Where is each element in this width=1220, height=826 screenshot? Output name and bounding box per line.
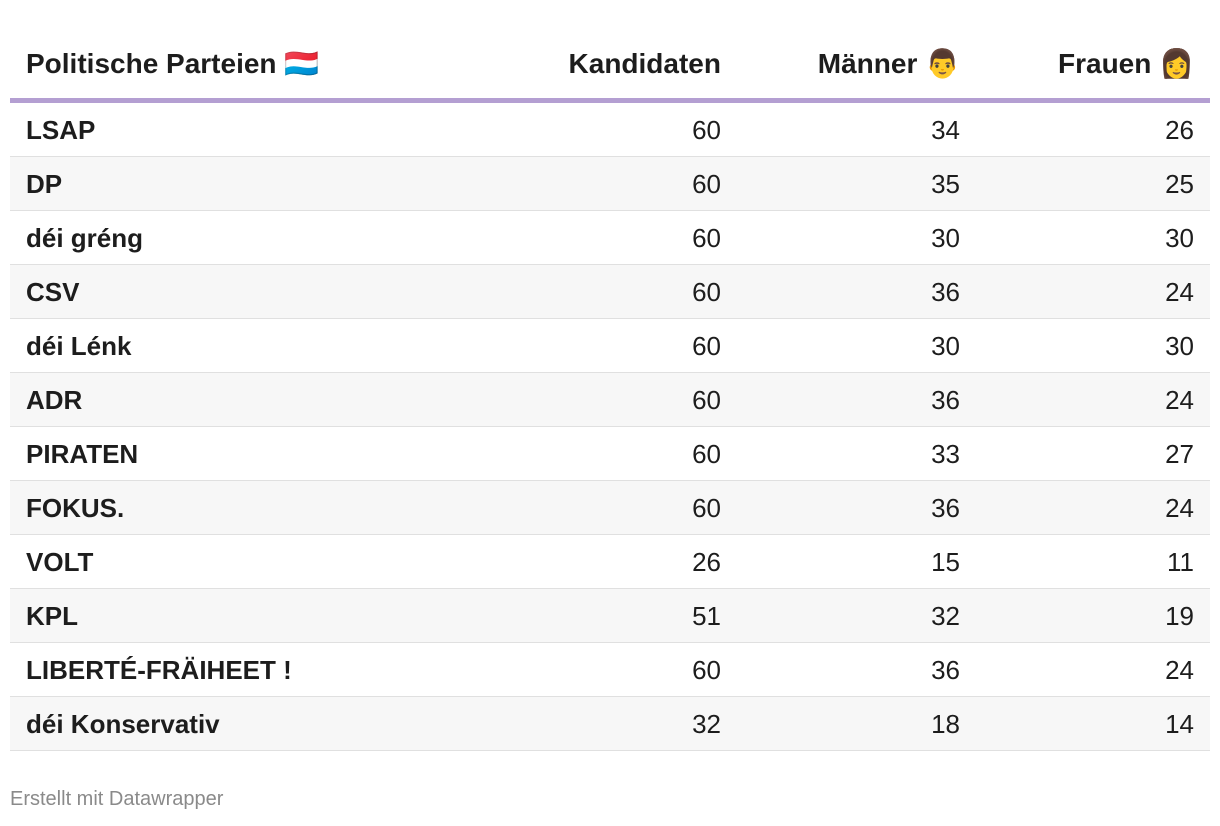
party-cell: DP	[26, 169, 63, 199]
number-cell: 36	[931, 277, 960, 307]
number-cell: 60	[692, 169, 721, 199]
number-cell: 60	[692, 493, 721, 523]
table-row: PIRATEN 60 33 27	[10, 427, 1210, 481]
party-cell: PIRATEN	[26, 439, 139, 469]
table-row: déi gréng 60 30 30	[10, 211, 1210, 265]
header-rule	[10, 98, 1210, 103]
number-cell: 60	[692, 385, 721, 415]
number-cell: 36	[931, 385, 960, 415]
table-row: déi Konservativ 32 18 14	[10, 697, 1210, 751]
number-cell: 30	[931, 331, 960, 361]
party-cell: CSV	[26, 277, 80, 307]
table-row: ADR 60 36 24	[10, 373, 1210, 427]
number-cell: 30	[1165, 223, 1194, 253]
table-row: FOKUS. 60 36 24	[10, 481, 1210, 535]
number-cell: 30	[1165, 331, 1194, 361]
table-row: CSV 60 36 24	[10, 265, 1210, 319]
number-cell: 60	[692, 223, 721, 253]
number-cell: 11	[1167, 547, 1194, 577]
party-cell: déi Lénk	[26, 331, 132, 361]
number-cell: 60	[692, 655, 721, 685]
number-cell: 36	[931, 493, 960, 523]
party-cell: ADR	[26, 385, 83, 415]
number-cell: 25	[1165, 169, 1194, 199]
party-cell: VOLT	[26, 547, 94, 577]
number-cell: 24	[1165, 277, 1194, 307]
number-cell: 24	[1165, 655, 1194, 685]
number-cell: 34	[931, 115, 960, 145]
number-cell: 60	[692, 277, 721, 307]
header-cell: Kandidaten	[568, 48, 721, 79]
footer: Erstellt mit Datawrapper	[10, 788, 224, 810]
number-cell: 14	[1165, 709, 1194, 739]
number-cell: 26	[692, 547, 721, 577]
header-cell: Politische Parteien 🇱🇺	[26, 48, 320, 79]
table-row: LIBERTÉ-FRÄIHEET ! 60 36 24	[10, 643, 1210, 697]
number-cell: 19	[1165, 601, 1194, 631]
party-cell: LIBERTÉ-FRÄIHEET !	[26, 655, 292, 685]
number-cell: 30	[931, 223, 960, 253]
party-cell: LSAP	[26, 115, 96, 145]
number-cell: 32	[931, 601, 960, 631]
number-cell: 60	[692, 115, 721, 145]
table-row: KPL 51 32 19	[10, 589, 1210, 643]
number-cell: 33	[931, 439, 960, 469]
table-row: déi Lénk 60 30 30	[10, 319, 1210, 373]
number-cell: 18	[931, 709, 960, 739]
number-cell: 24	[1165, 385, 1194, 415]
number-cell: 24	[1165, 493, 1194, 523]
number-cell: 15	[931, 547, 960, 577]
party-cell: FOKUS.	[26, 493, 125, 523]
number-cell: 60	[692, 439, 721, 469]
table-row: DP 60 35 25	[10, 157, 1210, 211]
number-cell: 26	[1165, 115, 1194, 145]
party-cell: déi Konservativ	[26, 709, 220, 739]
number-cell: 35	[931, 169, 960, 199]
number-cell: 27	[1165, 439, 1194, 469]
party-cell: KPL	[26, 601, 78, 631]
header-cell: Frauen 👩	[1058, 48, 1194, 79]
table-row: LSAP 60 34 26	[10, 103, 1210, 157]
header-cell: Männer 👨	[817, 48, 960, 79]
number-cell: 36	[931, 655, 960, 685]
number-cell: 51	[692, 601, 721, 631]
table-row: VOLT 26 15 11	[10, 535, 1210, 589]
number-cell: 32	[692, 709, 721, 739]
number-cell: 60	[692, 331, 721, 361]
party-cell: déi gréng	[26, 223, 144, 253]
